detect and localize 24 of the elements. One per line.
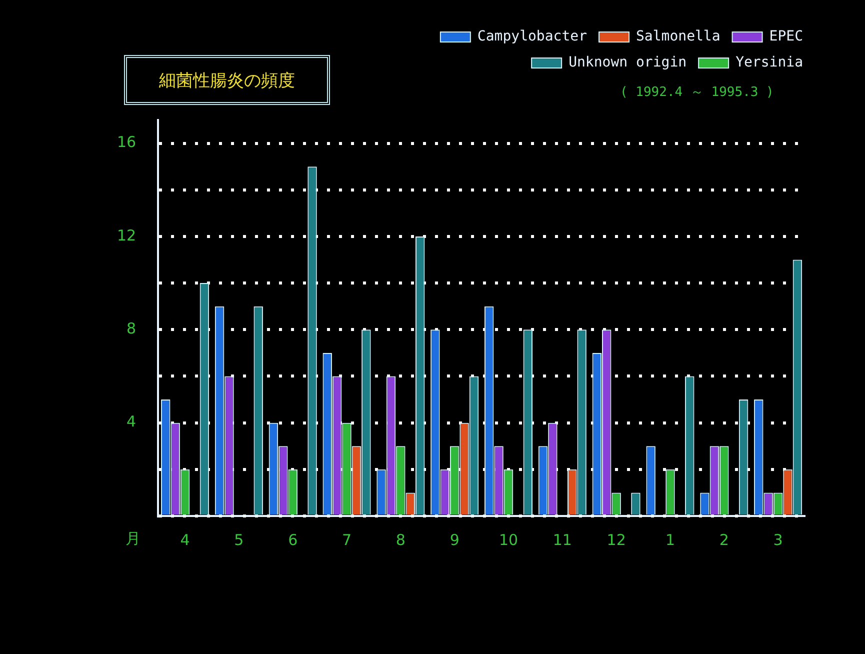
x-tick-label: 2 — [719, 530, 729, 549]
y-tick-label: 8 — [126, 320, 136, 338]
y-tick-label: 16 — [116, 133, 136, 152]
legend-label: EPEC — [769, 28, 804, 45]
text: ( 1992.4 ～ 1995.3 ) — [620, 84, 774, 102]
x-tick-label: 3 — [773, 530, 783, 549]
chart-title: 細菌性腸炎の頻度 — [124, 55, 330, 105]
y-tick-label: 4 — [126, 412, 136, 431]
legend-label: Salmonella — [636, 28, 720, 45]
x-tick-label: 5 — [234, 530, 244, 549]
x-tick-label: 4 — [180, 530, 190, 549]
x-tick-label: 11 — [552, 530, 572, 549]
x-tick-label: 9 — [450, 530, 460, 549]
x-tick-label: 12 — [606, 530, 626, 549]
x-tick-label: 6 — [288, 530, 298, 549]
x-tick-label: 1 — [665, 530, 675, 549]
x-tick-label: 10 — [498, 530, 518, 549]
x-tick-label: 8 — [396, 530, 406, 549]
x-axis-title: 月 — [126, 529, 141, 548]
x-tick-label: 7 — [342, 530, 352, 549]
legend-label: Campylobacter — [477, 28, 588, 45]
legend-label: Yersinia — [736, 54, 804, 71]
legend-label: Unknown origin — [568, 54, 687, 71]
y-tick-label: 12 — [116, 226, 136, 244]
